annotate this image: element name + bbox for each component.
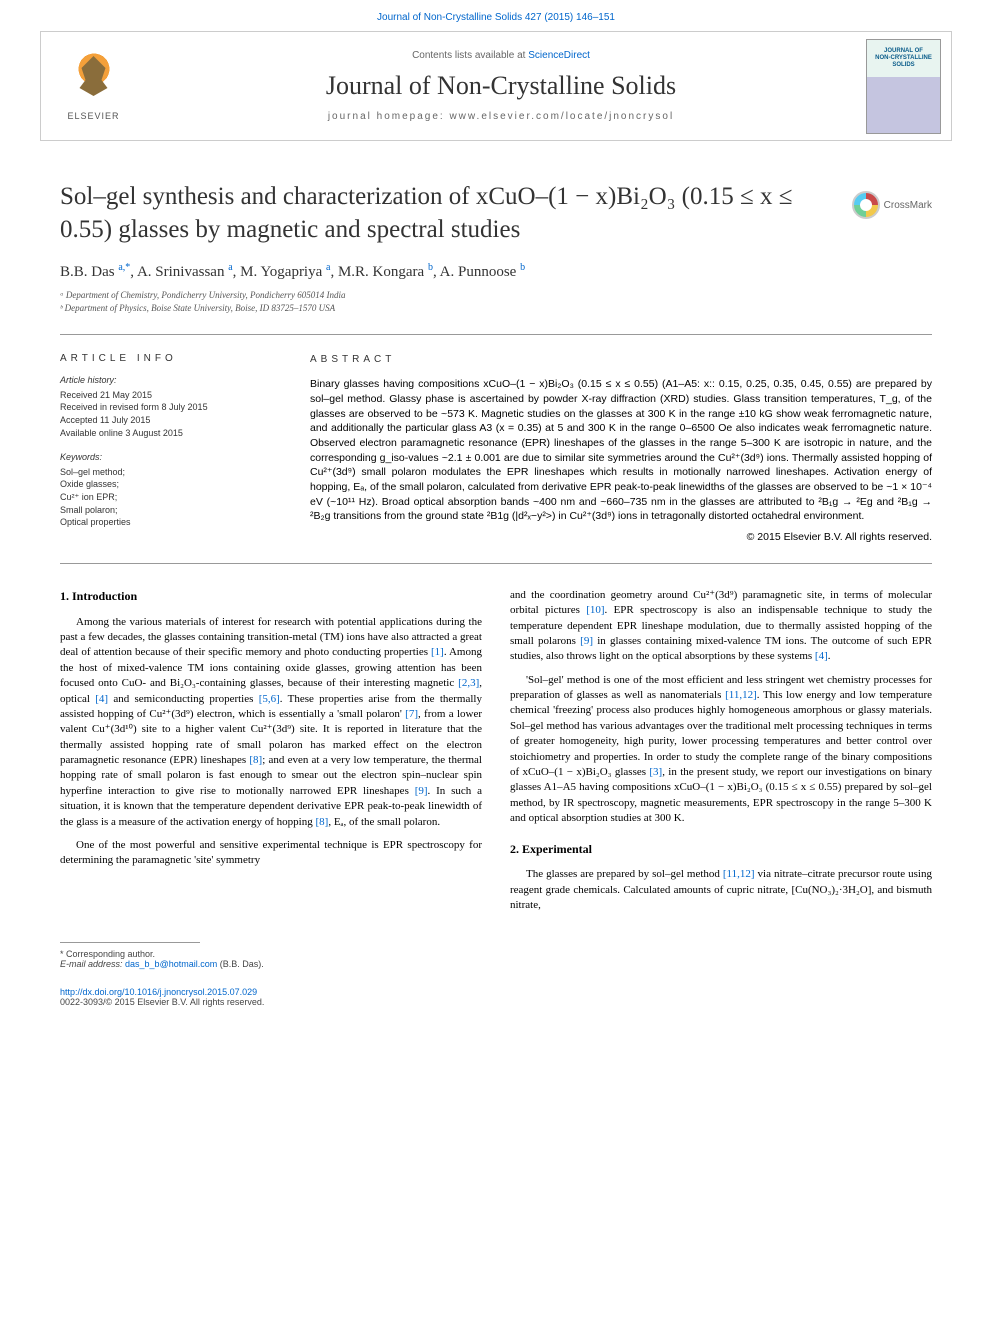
intro-paragraph: and the coordination geometry around Cu²… <box>510 588 932 665</box>
article-info: ARTICLE INFO Article history: Received 2… <box>60 353 280 545</box>
sciencedirect-line: Contents lists available at ScienceDirec… <box>136 50 866 61</box>
email-link[interactable]: das_b_b@hotmail.com <box>125 959 217 969</box>
keyword: Oxide glasses; <box>60 478 280 491</box>
elsevier-logo: ELSEVIER <box>51 39 136 134</box>
experimental-paragraph: The glasses are prepared by sol–gel meth… <box>510 867 932 913</box>
divider <box>60 334 932 335</box>
experimental-heading: 2. Experimental <box>510 841 932 858</box>
issn-line: 0022-3093/© 2015 Elsevier B.V. All right… <box>60 997 932 1007</box>
journal-homepage: journal homepage: www.elsevier.com/locat… <box>136 111 866 122</box>
divider <box>60 563 932 564</box>
intro-paragraph: One of the most powerful and sensitive e… <box>60 838 482 869</box>
body-columns: 1. Introduction Among the various materi… <box>60 588 932 922</box>
right-column: and the coordination geometry around Cu²… <box>510 588 932 922</box>
journal-citation-link[interactable]: Journal of Non-Crystalline Solids 427 (2… <box>0 0 992 31</box>
abstract-heading: ABSTRACT <box>310 353 932 367</box>
email-label: E-mail address: <box>60 959 125 969</box>
email-line: E-mail address: das_b_b@hotmail.com (B.B… <box>60 959 932 969</box>
footnote-rule <box>60 942 200 943</box>
intro-paragraph: Among the various materials of interest … <box>60 615 482 830</box>
doi-link[interactable]: http://dx.doi.org/10.1016/j.jnoncrysol.2… <box>60 987 257 997</box>
elsevier-tree-icon <box>64 51 124 111</box>
history-item: Received 21 May 2015 <box>60 389 280 402</box>
info-abstract-row: ARTICLE INFO Article history: Received 2… <box>60 353 932 545</box>
article-info-heading: ARTICLE INFO <box>60 353 280 364</box>
history-item: Received in revised form 8 July 2015 <box>60 401 280 414</box>
history-label: Article history: <box>60 374 280 387</box>
keyword: Cu²⁺ ion EPR; <box>60 491 280 504</box>
affiliations: ᵃ Department of Chemistry, Pondicherry U… <box>60 289 932 314</box>
corresponding-author: * Corresponding author. <box>60 949 932 959</box>
keywords-label: Keywords: <box>60 451 280 464</box>
keywords-block: Keywords: Sol–gel method; Oxide glasses;… <box>60 451 280 529</box>
crossmark-widget[interactable]: CrossMark <box>852 191 932 219</box>
history-item: Available online 3 August 2015 <box>60 427 280 440</box>
abstract-text: Binary glasses having compositions xCuO–… <box>310 377 932 524</box>
authors: B.B. Das a,*, A. Srinivassan a, M. Yogap… <box>60 262 932 281</box>
elsevier-label: ELSEVIER <box>67 111 119 121</box>
article-title: Sol–gel synthesis and characterization o… <box>60 181 932 246</box>
intro-heading: 1. Introduction <box>60 588 482 605</box>
keyword: Small polaron; <box>60 504 280 517</box>
sciencedirect-link[interactable]: ScienceDirect <box>528 50 590 61</box>
doi-block: http://dx.doi.org/10.1016/j.jnoncrysol.2… <box>60 987 932 1007</box>
journal-header-box: ELSEVIER Contents lists available at Sci… <box>40 31 952 141</box>
affiliation: ᵃ Department of Chemistry, Pondicherry U… <box>60 289 932 302</box>
header-center: Contents lists available at ScienceDirec… <box>136 50 866 122</box>
abstract: ABSTRACT Binary glasses having compositi… <box>310 353 932 545</box>
article-history-block: Article history: Received 21 May 2015 Re… <box>60 374 280 439</box>
keyword: Sol–gel method; <box>60 466 280 479</box>
email-suffix: (B.B. Das). <box>217 959 264 969</box>
footer: * Corresponding author. E-mail address: … <box>60 942 932 1007</box>
history-item: Accepted 11 July 2015 <box>60 414 280 427</box>
crossmark-icon <box>852 191 880 219</box>
cover-line1: JOURNAL OF <box>884 48 923 55</box>
sciencedirect-prefix: Contents lists available at <box>412 50 528 61</box>
article-header: CrossMark Sol–gel synthesis and characte… <box>60 181 932 314</box>
journal-name: Journal of Non-Crystalline Solids <box>136 71 866 101</box>
left-column: 1. Introduction Among the various materi… <box>60 588 482 922</box>
journal-cover-thumb: JOURNAL OF NON-CRYSTALLINE SOLIDS <box>866 39 941 134</box>
intro-paragraph: 'Sol–gel' method is one of the most effi… <box>510 673 932 827</box>
crossmark-label: CrossMark <box>884 200 932 211</box>
keyword: Optical properties <box>60 516 280 529</box>
cover-line2: NON-CRYSTALLINE SOLIDS <box>867 55 940 69</box>
abstract-copyright: © 2015 Elsevier B.V. All rights reserved… <box>310 530 932 545</box>
affiliation: ᵇ Department of Physics, Boise State Uni… <box>60 302 932 315</box>
